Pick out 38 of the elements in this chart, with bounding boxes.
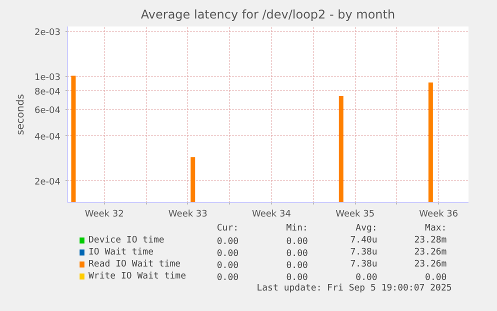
legend-label: Device IO time bbox=[88, 236, 164, 246]
text: 0.00 bbox=[286, 261, 308, 271]
y-tick-label: 2e-04 bbox=[34, 177, 61, 188]
x-tick-label: Week 33 bbox=[168, 210, 208, 220]
text: 0.00 bbox=[216, 237, 239, 247]
x-tick-label: Week 32 bbox=[84, 210, 124, 220]
text: 0.00 bbox=[286, 237, 308, 247]
text: Min: bbox=[286, 224, 308, 234]
text: 7.38u bbox=[350, 260, 378, 270]
text: 0.00 bbox=[216, 261, 239, 271]
x-tick-label: Week 36 bbox=[419, 210, 458, 220]
x-tick-label: Week 34 bbox=[252, 210, 292, 220]
legend-label: Write IO Wait time bbox=[88, 272, 186, 282]
chart-title: Average latency for /dev/loop2 - by month bbox=[140, 8, 396, 22]
text: 23.28m bbox=[414, 236, 447, 246]
text: 0.00 bbox=[356, 273, 378, 283]
legend-label: IO Wait time bbox=[88, 248, 154, 258]
text: 23.26m bbox=[414, 260, 447, 270]
text: Avg: bbox=[356, 224, 378, 234]
text: 0.00 bbox=[286, 249, 308, 259]
text: Cur: bbox=[216, 224, 239, 234]
text: 7.40u bbox=[350, 236, 378, 246]
y-tick-label: 4e-04 bbox=[34, 132, 61, 142]
text: 0.00 bbox=[216, 249, 239, 259]
x-tick-label: Week 35 bbox=[336, 210, 375, 220]
y-tick-label: 8e-04 bbox=[34, 87, 61, 98]
text: 7.38u bbox=[350, 248, 378, 258]
y-tick-label: 2e-03 bbox=[34, 28, 61, 38]
text: 0.00 bbox=[425, 273, 447, 283]
legend-label: Read IO Wait time bbox=[88, 260, 181, 270]
text: Last update: Fri Sep 5 19:00:07 2025 bbox=[256, 284, 452, 294]
y-tick-label: 6e-04 bbox=[34, 106, 61, 116]
text: 0.00 bbox=[216, 273, 239, 283]
text: 0.00 bbox=[286, 273, 308, 283]
y-tick-label: 1e-03 bbox=[34, 72, 61, 83]
text: Max: bbox=[425, 224, 447, 234]
y-axis-title: seconds bbox=[16, 94, 27, 135]
text: 23.26m bbox=[414, 248, 447, 258]
